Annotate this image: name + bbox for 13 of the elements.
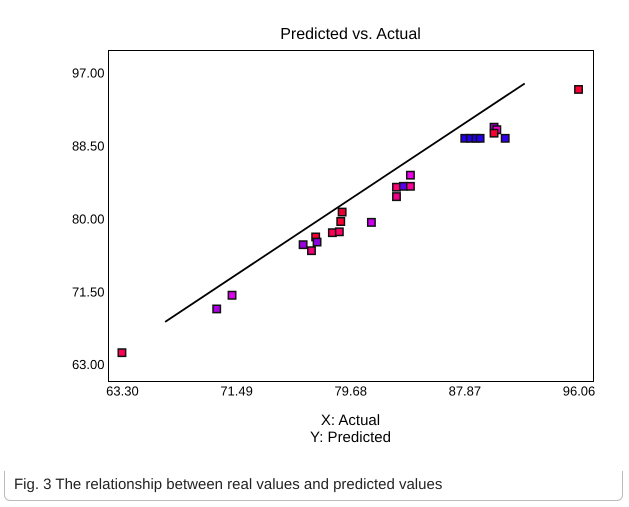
x-tick-label: 96.06 <box>562 384 596 398</box>
y-tick-label: 88.50 <box>72 138 104 154</box>
x-tick-label: 79.68 <box>334 384 367 398</box>
caption: Fig. 3 The relationship between real values and predicted values <box>14 476 442 493</box>
y-tick-label: 97.00 <box>72 66 104 81</box>
y-tick-label: 63.00 <box>72 357 104 372</box>
chart-title: Predicted vs. Actual <box>280 26 421 43</box>
y-tick-label: 80.00 <box>72 211 104 226</box>
x-axis-title: X: Actual Y: Predicted <box>309 412 392 446</box>
x-tick-label: 63.30 <box>106 384 139 398</box>
x-tick-label: 71.49 <box>220 384 253 398</box>
y-tick-label: 71.50 <box>72 284 104 300</box>
x-tick-label: 87.87 <box>448 384 482 398</box>
